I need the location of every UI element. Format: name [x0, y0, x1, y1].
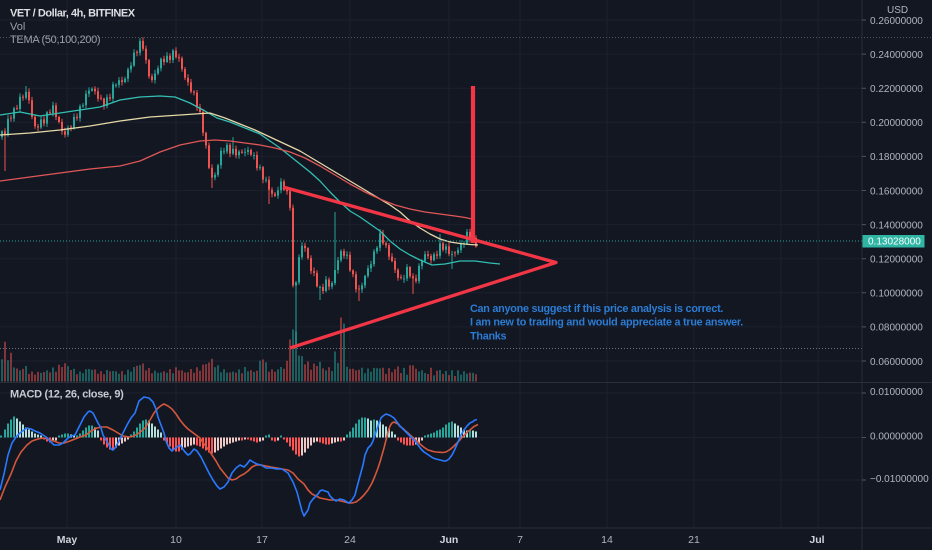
svg-text:−0.01000000: −0.01000000 — [870, 474, 929, 485]
svg-text:Vol: Vol — [10, 21, 25, 33]
svg-text:USD: USD — [887, 5, 908, 16]
svg-text:0.12000000: 0.12000000 — [870, 255, 923, 266]
svg-text:0.18000000: 0.18000000 — [870, 152, 923, 163]
svg-text:0.06000000: 0.06000000 — [870, 357, 923, 368]
svg-text:17: 17 — [256, 534, 268, 546]
svg-text:I am new to trading and would: I am new to trading and would appreciate… — [470, 317, 743, 329]
svg-text:0.20000000: 0.20000000 — [870, 118, 923, 129]
svg-text:0.01000000: 0.01000000 — [870, 387, 923, 398]
svg-text:Jun: Jun — [440, 534, 459, 546]
svg-text:24: 24 — [344, 534, 356, 546]
svg-text:10: 10 — [170, 534, 182, 546]
svg-text:0.08000000: 0.08000000 — [870, 323, 923, 334]
svg-text:0.16000000: 0.16000000 — [870, 186, 923, 197]
svg-text:0.24000000: 0.24000000 — [870, 50, 923, 61]
svg-text:MACD (12, 26, close, 9): MACD (12, 26, close, 9) — [10, 389, 124, 401]
svg-text:0.22000000: 0.22000000 — [870, 84, 923, 95]
svg-text:0.10000000: 0.10000000 — [870, 289, 923, 300]
svg-text:VET / Dollar, 4h, BITFINEX: VET / Dollar, 4h, BITFINEX — [10, 8, 136, 20]
svg-text:7: 7 — [517, 534, 523, 546]
svg-text:0.14000000: 0.14000000 — [870, 220, 923, 231]
svg-text:0.00000000: 0.00000000 — [870, 431, 923, 442]
svg-text:Jul: Jul — [809, 534, 824, 546]
svg-text:Can anyone suggest if this pri: Can anyone suggest if this price analysi… — [470, 303, 723, 315]
svg-text:0.26000000: 0.26000000 — [870, 16, 923, 27]
svg-text:0.13028000: 0.13028000 — [868, 237, 921, 248]
svg-text:14: 14 — [601, 534, 613, 546]
svg-text:Thanks: Thanks — [470, 330, 507, 342]
svg-text:TEMA (50,100,200): TEMA (50,100,200) — [10, 34, 100, 46]
svg-text:May: May — [57, 534, 78, 546]
svg-text:21: 21 — [688, 534, 700, 546]
